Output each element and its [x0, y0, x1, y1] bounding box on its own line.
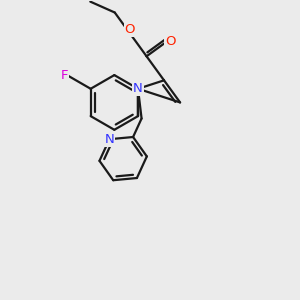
Text: N: N [104, 133, 114, 146]
Text: O: O [165, 35, 175, 48]
Text: F: F [61, 69, 68, 82]
Text: N: N [133, 82, 143, 95]
Text: O: O [124, 23, 135, 36]
